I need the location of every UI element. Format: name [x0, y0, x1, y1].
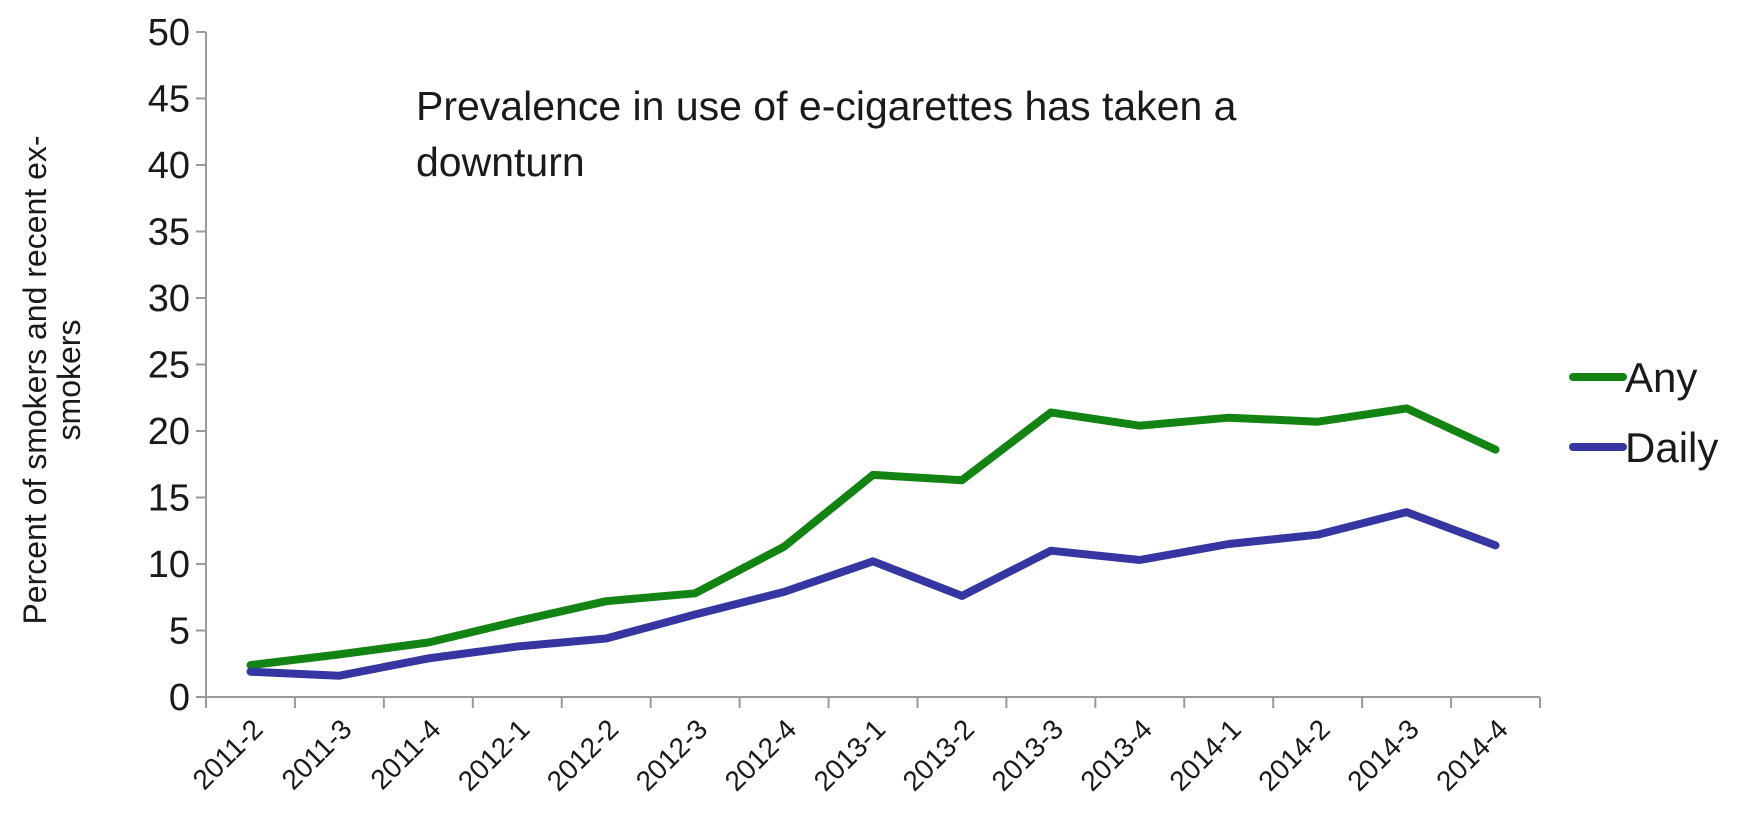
- x-tick-label: 2013-1: [808, 713, 892, 797]
- y-tick-label: 10: [148, 544, 190, 586]
- x-tick-label: 2014-4: [1430, 713, 1514, 797]
- x-tick-label: 2014-2: [1252, 713, 1336, 797]
- annotation-line: downturn: [416, 139, 585, 185]
- y-tick-label: 45: [148, 79, 190, 121]
- x-tick-label: 2011-3: [276, 713, 358, 795]
- y-tick-label: 35: [148, 212, 190, 254]
- series-line-daily: [246, 508, 1500, 680]
- x-tick-label: 2012-2: [541, 713, 625, 797]
- y-tick-label: 30: [148, 278, 190, 320]
- x-tick-label: 2012-4: [719, 713, 803, 797]
- x-tick-label: 2014-3: [1341, 713, 1425, 797]
- y-axis-label: Percent of smokers and recent ex-smokers: [17, 135, 87, 624]
- series-line-any: [246, 404, 1500, 670]
- x-axis: 2011-2 2011-3 2011-4 2012-1 2012-2 2012-3 2012…: [187, 696, 1541, 797]
- y-tick-label: 20: [148, 411, 190, 453]
- y-tick-label: 25: [148, 345, 190, 387]
- chart-annotation: Prevalence in use of e-cigarettes has ta…: [416, 83, 1237, 185]
- annotation-line: Prevalence in use of e-cigarettes has ta…: [416, 83, 1237, 129]
- x-tick-label: 2012-3: [630, 713, 714, 797]
- x-tick-label: 2013-2: [897, 713, 981, 797]
- y-tick-label: 15: [148, 478, 190, 520]
- x-tick-label: 2012-1: [452, 713, 536, 797]
- series-lines: [246, 404, 1500, 680]
- x-tick-label: 2011-4: [364, 713, 446, 795]
- y-axis-label-line: smokers: [51, 320, 87, 441]
- x-tick-label: 2014-1: [1163, 713, 1247, 797]
- y-tick-label: 5: [169, 611, 190, 653]
- y-tick-label: 50: [148, 12, 190, 54]
- x-tick-label: 2011-2: [187, 713, 269, 795]
- legend-label: Daily: [1625, 424, 1718, 471]
- y-tick-label: 40: [148, 145, 190, 187]
- legend-label: Any: [1625, 354, 1697, 401]
- y-tick-label: 0: [169, 677, 190, 719]
- legend: Any Daily: [1569, 354, 1718, 471]
- x-tick-label: 2013-3: [986, 713, 1070, 797]
- y-axis-label-line: Percent of smokers and recent ex-: [17, 135, 53, 624]
- x-tick-label: 2013-4: [1074, 713, 1158, 797]
- y-axis: 0 5 10 15 20 25 30 35 40 45 50: [148, 12, 207, 719]
